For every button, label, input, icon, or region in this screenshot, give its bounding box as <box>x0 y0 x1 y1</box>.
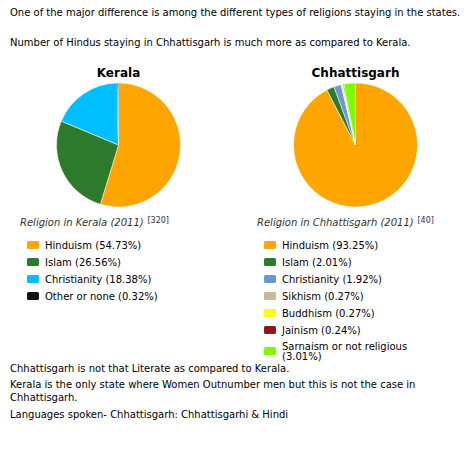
svg-text:Kerala is the only state where: Kerala is the only state where Women Out… <box>10 379 419 390</box>
svg-text:Sikhism (0.27%): Sikhism (0.27%) <box>282 291 364 302</box>
svg-text:Buddhism (0.27%): Buddhism (0.27%) <box>282 308 375 319</box>
svg-text:Chhattisgarh: Chhattisgarh <box>312 66 400 80</box>
svg-text:Chhattisgarh.: Chhattisgarh. <box>10 392 78 403</box>
svg-text:Christianity (18.38%): Christianity (18.38%) <box>45 274 151 285</box>
svg-text:Languages spoken- Chhattisgarh: Languages spoken- Chhattisgarh: Chhattis… <box>10 409 288 420</box>
svg-text:Christianity (1.92%): Christianity (1.92%) <box>282 274 382 285</box>
svg-text:Chhattisgarh is not that Liter: Chhattisgarh is not that Literate as com… <box>10 363 289 374</box>
svg-text:Kerala: Kerala <box>97 66 140 80</box>
svg-text:[40]: [40] <box>417 216 433 225</box>
svg-text:Hinduism (54.73%): Hinduism (54.73%) <box>45 240 141 251</box>
svg-text:Islam (26.56%): Islam (26.56%) <box>45 257 121 268</box>
svg-text:Hinduism (93.25%): Hinduism (93.25%) <box>282 240 378 251</box>
svg-text:Islam (2.01%): Islam (2.01%) <box>282 257 352 268</box>
svg-text:Other or none (0.32%): Other or none (0.32%) <box>45 291 158 302</box>
svg-text:[320]: [320] <box>147 216 169 225</box>
svg-text:Religion in Chhattisgarh (2011: Religion in Chhattisgarh (2011) <box>257 217 414 228</box>
svg-text:One of the major difference is: One of the major difference is among the… <box>10 7 460 18</box>
svg-text:Jainism (0.24%): Jainism (0.24%) <box>281 325 361 336</box>
svg-text:(3.01%): (3.01%) <box>282 351 322 362</box>
svg-text:Religion in Kerala (2011): Religion in Kerala (2011) <box>20 217 144 228</box>
svg-text:Number of Hindus staying in Ch: Number of Hindus staying in Chhattisgarh… <box>10 37 411 48</box>
svg-text:Sarnaism or not religious: Sarnaism or not religious <box>282 340 408 352</box>
